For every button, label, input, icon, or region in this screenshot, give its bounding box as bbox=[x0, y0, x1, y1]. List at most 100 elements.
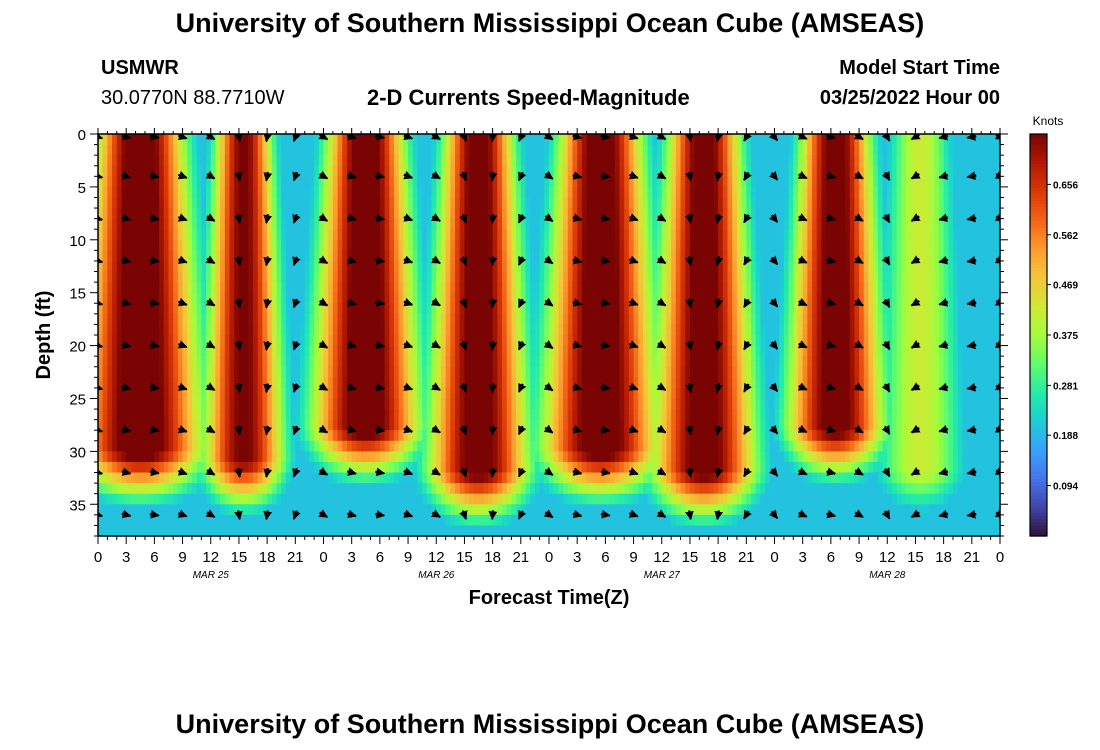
heatmap-cell bbox=[558, 250, 564, 262]
heatmap-cell bbox=[276, 271, 282, 283]
heatmap-cell bbox=[605, 483, 611, 495]
heatmap-cell bbox=[224, 197, 231, 209]
heatmap-cell bbox=[187, 356, 193, 368]
heatmap-cell bbox=[511, 229, 517, 241]
heatmap-cell bbox=[196, 313, 202, 326]
heatmap-cell bbox=[671, 165, 677, 177]
heatmap-cell bbox=[130, 345, 137, 357]
heatmap-cell bbox=[215, 514, 221, 527]
heatmap-cell bbox=[318, 282, 325, 294]
heatmap-cell bbox=[257, 260, 264, 273]
heatmap-cell bbox=[309, 324, 315, 336]
heatmap-cell bbox=[619, 144, 625, 156]
heatmap-cell bbox=[328, 271, 334, 283]
heatmap-cell bbox=[243, 165, 249, 177]
heatmap-cell bbox=[671, 493, 677, 505]
heatmap-cell bbox=[267, 366, 273, 378]
heatmap-cell bbox=[177, 313, 184, 326]
heatmap-cell bbox=[248, 239, 254, 251]
heatmap-cell bbox=[502, 525, 508, 536]
heatmap-cell bbox=[487, 229, 494, 241]
heatmap-cell bbox=[267, 155, 273, 167]
heatmap-cell bbox=[234, 165, 240, 177]
heatmap-cell bbox=[502, 461, 508, 474]
heatmap-cell bbox=[323, 250, 329, 262]
heatmap-cell bbox=[563, 514, 569, 527]
heatmap-cell bbox=[502, 324, 508, 336]
heatmap-cell bbox=[379, 144, 386, 156]
heatmap-cell bbox=[346, 514, 353, 527]
heatmap-cell bbox=[469, 292, 475, 304]
heatmap-cell bbox=[342, 387, 348, 400]
heatmap-cell bbox=[332, 345, 339, 357]
heatmap-cell bbox=[398, 366, 404, 378]
heatmap-cell bbox=[126, 377, 132, 389]
heatmap-cell bbox=[300, 260, 306, 273]
heatmap-cell bbox=[581, 409, 588, 421]
heatmap-cell bbox=[206, 387, 212, 400]
heatmap-cell bbox=[520, 303, 527, 315]
heatmap-cell bbox=[135, 366, 141, 378]
heatmap-cell bbox=[497, 504, 503, 516]
heatmap-cell bbox=[492, 165, 498, 177]
heatmap-cell bbox=[248, 335, 254, 347]
heatmap-cell bbox=[520, 525, 527, 536]
heatmap-cell bbox=[140, 440, 146, 452]
heatmap-cell bbox=[577, 483, 583, 495]
heatmap-cell bbox=[647, 461, 653, 474]
heatmap-cell bbox=[408, 493, 414, 505]
heatmap-cell bbox=[520, 197, 527, 209]
heatmap-cell bbox=[704, 514, 710, 527]
heatmap-cell bbox=[553, 303, 559, 315]
heatmap-cell bbox=[182, 377, 188, 389]
heatmap-cell bbox=[130, 472, 137, 484]
heatmap-cell bbox=[408, 303, 414, 315]
heatmap-cell bbox=[234, 208, 240, 220]
heatmap-cell bbox=[553, 208, 559, 220]
heatmap-cell bbox=[271, 292, 278, 304]
heatmap-cell bbox=[248, 356, 254, 368]
heatmap-cell bbox=[384, 324, 390, 336]
heatmap-cell bbox=[497, 229, 503, 241]
heatmap-cell bbox=[126, 451, 132, 463]
heatmap-cell bbox=[487, 461, 494, 474]
heatmap-cell bbox=[408, 134, 414, 146]
heatmap-cell bbox=[346, 144, 353, 156]
heatmap-cell bbox=[276, 218, 282, 230]
heatmap-cell bbox=[295, 144, 301, 156]
heatmap-cell bbox=[191, 377, 198, 389]
heatmap-cell bbox=[281, 134, 287, 146]
heatmap-cell bbox=[478, 493, 484, 505]
heatmap-cell bbox=[680, 493, 686, 505]
heatmap-cell bbox=[201, 440, 207, 452]
heatmap-cell bbox=[549, 440, 555, 452]
heatmap-cell bbox=[154, 345, 160, 357]
heatmap-cell bbox=[591, 366, 597, 378]
heatmap-cell bbox=[699, 514, 705, 527]
heatmap-cell bbox=[483, 356, 489, 368]
heatmap-cell bbox=[116, 155, 123, 167]
heatmap-cell bbox=[309, 197, 315, 209]
heatmap-cell bbox=[384, 387, 390, 400]
heatmap-cell bbox=[713, 260, 719, 273]
heatmap-cell bbox=[267, 440, 273, 452]
heatmap-cell bbox=[426, 271, 433, 283]
heatmap-cell bbox=[638, 239, 644, 251]
heatmap-cell bbox=[525, 398, 531, 410]
heatmap-cell bbox=[248, 461, 254, 474]
heatmap-cell bbox=[248, 377, 254, 389]
heatmap-cell bbox=[253, 440, 259, 452]
heatmap-cell bbox=[558, 356, 564, 368]
heatmap-cell bbox=[285, 483, 292, 495]
heatmap-cell bbox=[595, 260, 602, 273]
heatmap-cell bbox=[469, 493, 475, 505]
heatmap-cell bbox=[379, 366, 386, 378]
heatmap-cell bbox=[271, 134, 278, 146]
heatmap-cell bbox=[591, 345, 597, 357]
heatmap-cell bbox=[257, 398, 264, 410]
heatmap-cell bbox=[577, 451, 583, 463]
heatmap-cell bbox=[671, 208, 677, 220]
heatmap-cell bbox=[290, 493, 296, 505]
heatmap-cell bbox=[332, 197, 339, 209]
heatmap-cell bbox=[704, 282, 710, 294]
